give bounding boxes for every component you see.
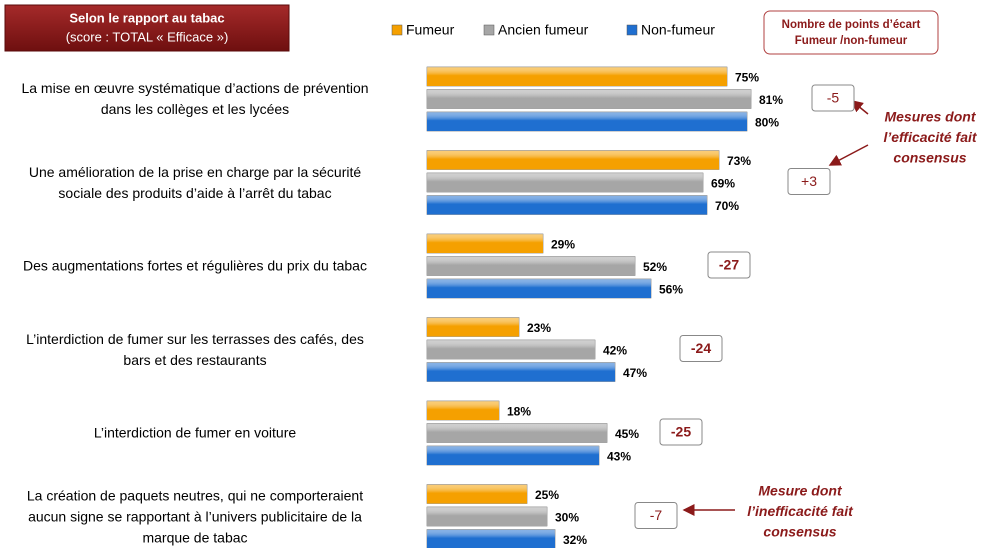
- value-label: 23%: [527, 321, 551, 335]
- chart-subtitle: (score : TOTAL « Efficace »): [66, 29, 229, 44]
- value-label: 75%: [735, 71, 759, 85]
- gap-label-box: [787, 168, 831, 195]
- category-label: La création de paquets neutres, qui ne c…: [26, 487, 364, 545]
- legend-swatch: [483, 24, 495, 36]
- value-label: 25%: [535, 488, 559, 502]
- bar-shine: [427, 529, 555, 548]
- value-label: 42%: [603, 344, 627, 358]
- legend-label: Non-fumeur: [641, 22, 715, 38]
- gap-label-box: [811, 84, 855, 112]
- gap-label: +3: [801, 173, 817, 189]
- gap-label-box: [707, 251, 751, 279]
- bar-shine: [427, 234, 543, 253]
- bar-shine: [427, 484, 527, 504]
- gap-box: [763, 10, 939, 55]
- value-label: 69%: [711, 177, 735, 191]
- value-label: 80%: [755, 116, 779, 130]
- value-label: 30%: [555, 511, 579, 525]
- bar-shine: [427, 67, 727, 86]
- category-label: L’interdiction de fumer en voiture: [93, 424, 297, 441]
- bar-shine: [427, 423, 607, 443]
- gap-label: -24: [691, 340, 711, 356]
- gap-label-box: [679, 335, 723, 362]
- bar-shine: [427, 256, 635, 276]
- legend-label: Fumeur: [406, 22, 455, 38]
- gap-label: -27: [719, 257, 739, 273]
- legend-label: Ancien fumeur: [498, 22, 589, 38]
- category-label: Une amélioration de la prise en charge p…: [28, 163, 362, 201]
- gap-label: -5: [827, 90, 840, 106]
- value-label: 18%: [507, 405, 531, 419]
- category-label: La mise en œuvre systématique d’actions …: [21, 80, 369, 117]
- bar-shine: [427, 317, 519, 337]
- bar-shine: [427, 112, 747, 131]
- legend-swatch: [626, 24, 638, 36]
- annotation: consensus: [893, 150, 966, 166]
- bar-shine: [427, 279, 651, 298]
- chart-title: Selon le rapport au tabac: [69, 10, 224, 25]
- arrow: [828, 144, 869, 166]
- value-label: 45%: [615, 427, 639, 441]
- gap-box-title: Nombre de points d’écart: [782, 19, 921, 31]
- bar-shine: [427, 507, 547, 526]
- category-label: L’interdiction de fumer sur les terrasse…: [26, 330, 364, 368]
- value-label: 73%: [727, 154, 751, 168]
- gap-label-box: [634, 502, 678, 529]
- title-box: [4, 4, 290, 52]
- annotation: Mesures dont: [884, 109, 976, 125]
- bar-shine: [427, 401, 499, 420]
- bar-shine: [427, 362, 615, 382]
- annotation: l’inefficacité fait: [747, 503, 854, 519]
- gap-label: -7: [650, 507, 663, 523]
- bar-shine: [427, 89, 751, 109]
- annotation: consensus: [763, 524, 836, 540]
- value-label: 56%: [659, 283, 683, 297]
- value-label: 52%: [643, 260, 667, 274]
- value-label: 70%: [715, 199, 739, 213]
- gap-label-box: [659, 418, 703, 446]
- arrow: [850, 100, 869, 115]
- value-label: 29%: [551, 238, 575, 252]
- value-label: 47%: [623, 366, 647, 380]
- gap-label: -25: [671, 424, 691, 440]
- bar-shine: [427, 195, 707, 215]
- bar-shine: [427, 340, 595, 359]
- gap-box-title: Fumeur /non-fumeur: [795, 35, 908, 47]
- bar-shine: [427, 173, 703, 192]
- bar-shine: [427, 446, 599, 465]
- legend-swatch: [391, 24, 403, 36]
- category-label: Des augmentations fortes et régulières d…: [23, 257, 367, 274]
- value-label: 81%: [759, 93, 783, 107]
- value-label: 32%: [563, 533, 587, 547]
- value-label: 43%: [607, 450, 631, 464]
- annotation: l’efficacité fait: [883, 129, 977, 145]
- annotation: Mesure dont: [758, 483, 843, 499]
- bar-shine: [427, 150, 719, 170]
